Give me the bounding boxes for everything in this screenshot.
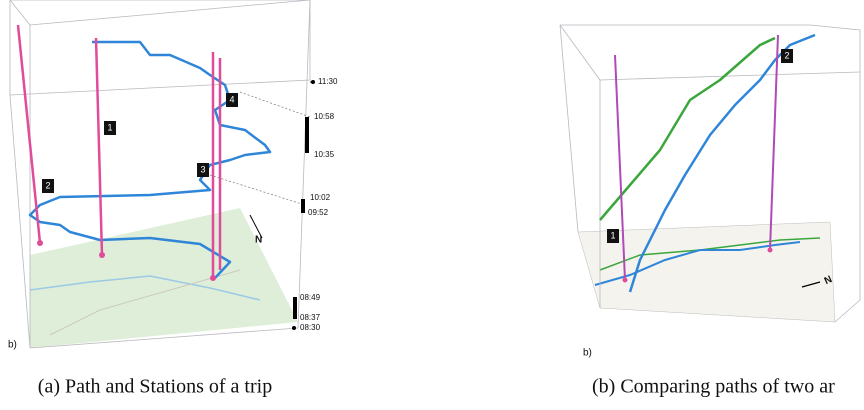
time-label: 08:37 — [300, 313, 321, 322]
cube-edge — [10, 0, 310, 95]
cube-edge — [10, 0, 30, 25]
cube-edge — [10, 95, 30, 348]
time-bar — [305, 117, 309, 153]
guide-line — [210, 175, 305, 205]
right-cube — [560, 25, 860, 322]
cube-edge — [560, 25, 600, 80]
station-pole — [18, 25, 40, 243]
time-bar — [293, 297, 297, 319]
path-green — [600, 38, 775, 220]
time-label: 09:52 — [308, 208, 329, 217]
station-label: 1 — [107, 122, 112, 132]
time-label: 08:49 — [300, 293, 321, 302]
time-bar — [301, 199, 305, 213]
figure: 11:30 10:58 10:35 10:02 09:52 08:49 08:3708:30… — [0, 0, 864, 410]
station-pole — [96, 38, 102, 255]
north-label: N — [255, 235, 262, 246]
cube-edge — [30, 0, 310, 25]
guide-line — [240, 92, 310, 117]
station-base — [99, 252, 105, 258]
time-label: 10:35 — [314, 150, 335, 159]
time-dot — [311, 80, 315, 84]
cube-edge — [560, 25, 578, 232]
time-label: 11:30 — [318, 77, 338, 86]
caption: (b) Comparing paths of two ar — [592, 376, 835, 398]
station-label: 4 — [229, 94, 234, 104]
station-pole — [770, 35, 778, 250]
station-base — [768, 248, 773, 253]
cube-edge — [298, 0, 310, 328]
time-dot — [292, 326, 296, 330]
station-base — [210, 275, 216, 281]
panel-label: b) — [8, 340, 17, 351]
left-cube — [0, 0, 315, 348]
station-label: 1 — [610, 230, 615, 240]
station-base — [623, 278, 628, 283]
time-label: 10:58 — [314, 112, 335, 121]
station-label: 2 — [45, 180, 50, 190]
station-label: 2 — [784, 50, 789, 60]
caption: (a) Path and Stations of a trip — [38, 376, 272, 398]
spacer — [0, 0, 1, 1]
station-label: 3 — [200, 164, 205, 174]
cube-edge — [600, 72, 860, 80]
station-base — [37, 240, 43, 246]
time-label: 10:02 — [310, 193, 331, 202]
panel-label: b) — [583, 348, 592, 359]
time-label: 08:30 — [300, 323, 321, 332]
